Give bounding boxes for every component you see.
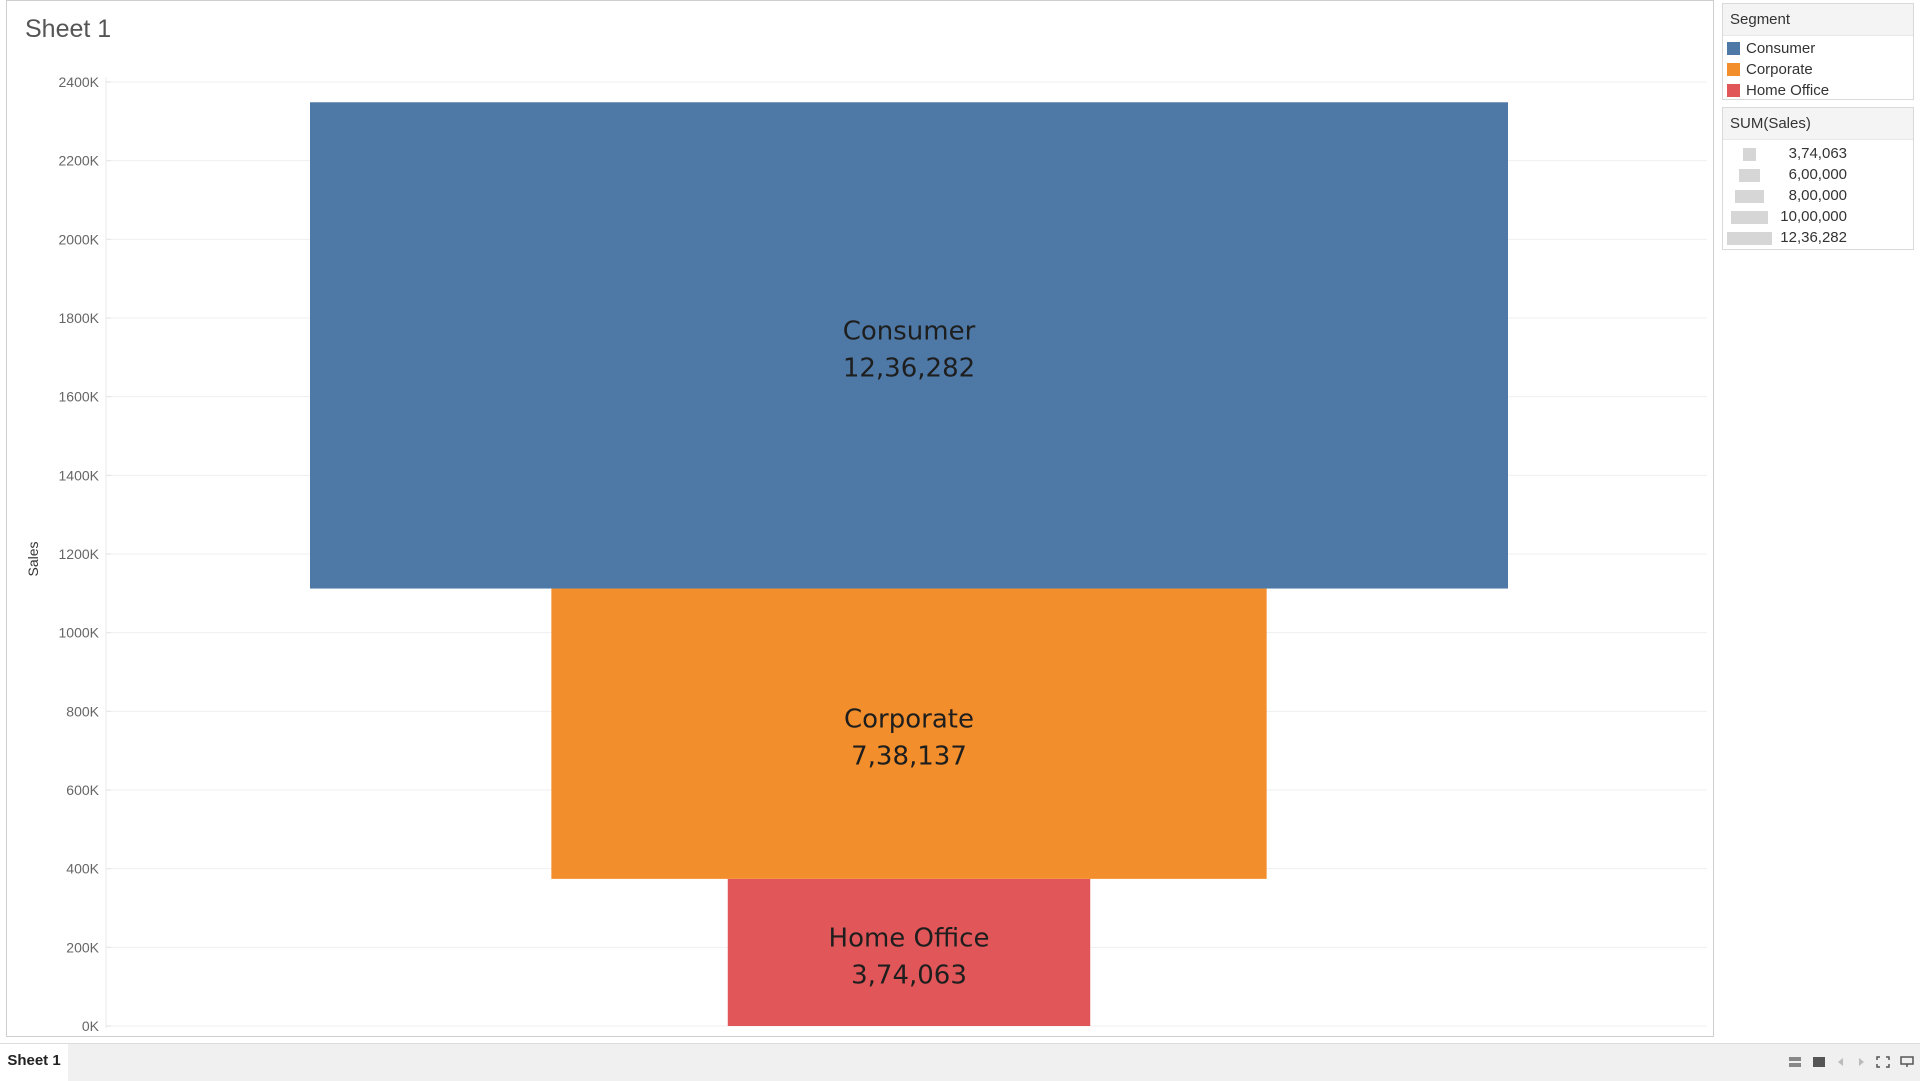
segment-legend-title: Segment — [1723, 4, 1913, 36]
legend-label-corporate: Corporate — [1746, 61, 1813, 78]
y-tick-label: 1200K — [59, 546, 100, 562]
y-axis-title: Sales — [25, 541, 41, 576]
size-legend-label: 3,74,063 — [1788, 145, 1847, 162]
size-legend-item[interactable]: 10,00,000 — [1723, 207, 1913, 228]
y-tick-label: 1800K — [59, 310, 100, 326]
home-office-swatch — [1727, 84, 1740, 97]
segment-legend[interactable]: Segment Consumer Corporate Home Office — [1722, 3, 1914, 100]
bar-value-home-office: 3,74,063 — [851, 960, 967, 990]
filmstrip-icon[interactable] — [1812, 1056, 1826, 1070]
y-tick-label: 1400K — [59, 467, 100, 483]
size-legend-title: SUM(Sales) — [1723, 108, 1913, 140]
viz-frame: Sheet 1 0K 200K 400K 600K 800K 1000K 1200K 1400… — [6, 0, 1714, 1037]
size-legend-label: 8,00,000 — [1788, 187, 1847, 204]
size-swatch — [1739, 169, 1760, 182]
legend-label-home-office: Home Office — [1746, 82, 1830, 99]
size-legend-item[interactable]: 3,74,063 — [1723, 144, 1913, 165]
size-legend-label: 10,00,000 — [1780, 208, 1847, 225]
sheet-sorter-icon[interactable] — [1788, 1056, 1802, 1070]
tab-sheet-1[interactable]: Sheet 1 — [0, 1044, 68, 1081]
toolbar — [1788, 1056, 1914, 1070]
y-tick-label: 1600K — [59, 389, 100, 405]
bar-corporate — [551, 588, 1267, 879]
y-tick-label: 2200K — [59, 153, 100, 169]
sheet-tab-bar: Sheet 1 — [0, 1043, 1920, 1081]
bar-label-corporate: Corporate — [844, 705, 974, 735]
y-tick-label: 200K — [66, 939, 99, 955]
size-legend-item[interactable]: 12,36,282 — [1723, 228, 1913, 249]
size-swatch — [1735, 190, 1764, 203]
legend-item-consumer[interactable]: Consumer — [1723, 38, 1913, 59]
size-swatch — [1731, 211, 1768, 224]
size-swatch — [1743, 148, 1756, 161]
next-icon[interactable] — [1856, 1056, 1866, 1070]
bar-home-office — [727, 878, 1091, 1026]
bar-label-home-office: Home Office — [829, 923, 990, 953]
size-legend-item[interactable]: 8,00,000 — [1723, 186, 1913, 207]
y-tick-label: 1000K — [59, 625, 100, 641]
y-tick-label: 2000K — [59, 231, 100, 247]
y-tick-label: 400K — [66, 861, 99, 877]
sheet-title: Sheet 1 — [25, 15, 112, 43]
previous-icon[interactable] — [1836, 1056, 1846, 1070]
presentation-icon[interactable] — [1900, 1056, 1914, 1070]
size-legend-label: 12,36,282 — [1780, 229, 1847, 246]
y-tick-label: 2400K — [59, 74, 100, 90]
bar-label-consumer: Consumer — [843, 316, 976, 346]
size-legend-label: 6,00,000 — [1788, 166, 1847, 183]
size-legend[interactable]: SUM(Sales) 3,74,063 6,00,000 8,00,000 10… — [1722, 107, 1914, 250]
bar-value-consumer: 12,36,282 — [843, 353, 975, 383]
legend-item-home-office[interactable]: Home Office — [1723, 80, 1913, 101]
funnel-chart: 0K 200K 400K 600K 800K 1000K 1200K 1400K 1600K 18… — [25, 74, 1707, 1034]
fullscreen-icon[interactable] — [1876, 1056, 1890, 1070]
bar-consumer — [310, 102, 1508, 589]
size-swatch — [1727, 232, 1772, 245]
y-tick-label: 600K — [66, 782, 99, 798]
y-tick-label: 0K — [82, 1018, 100, 1034]
consumer-swatch — [1727, 42, 1740, 55]
y-tick-label: 800K — [66, 703, 99, 719]
legend-label-consumer: Consumer — [1746, 40, 1816, 57]
corporate-swatch — [1727, 63, 1740, 76]
size-legend-item[interactable]: 6,00,000 — [1723, 165, 1913, 186]
bar-value-corporate: 7,38,137 — [851, 742, 967, 772]
legend-item-corporate[interactable]: Corporate — [1723, 59, 1913, 80]
